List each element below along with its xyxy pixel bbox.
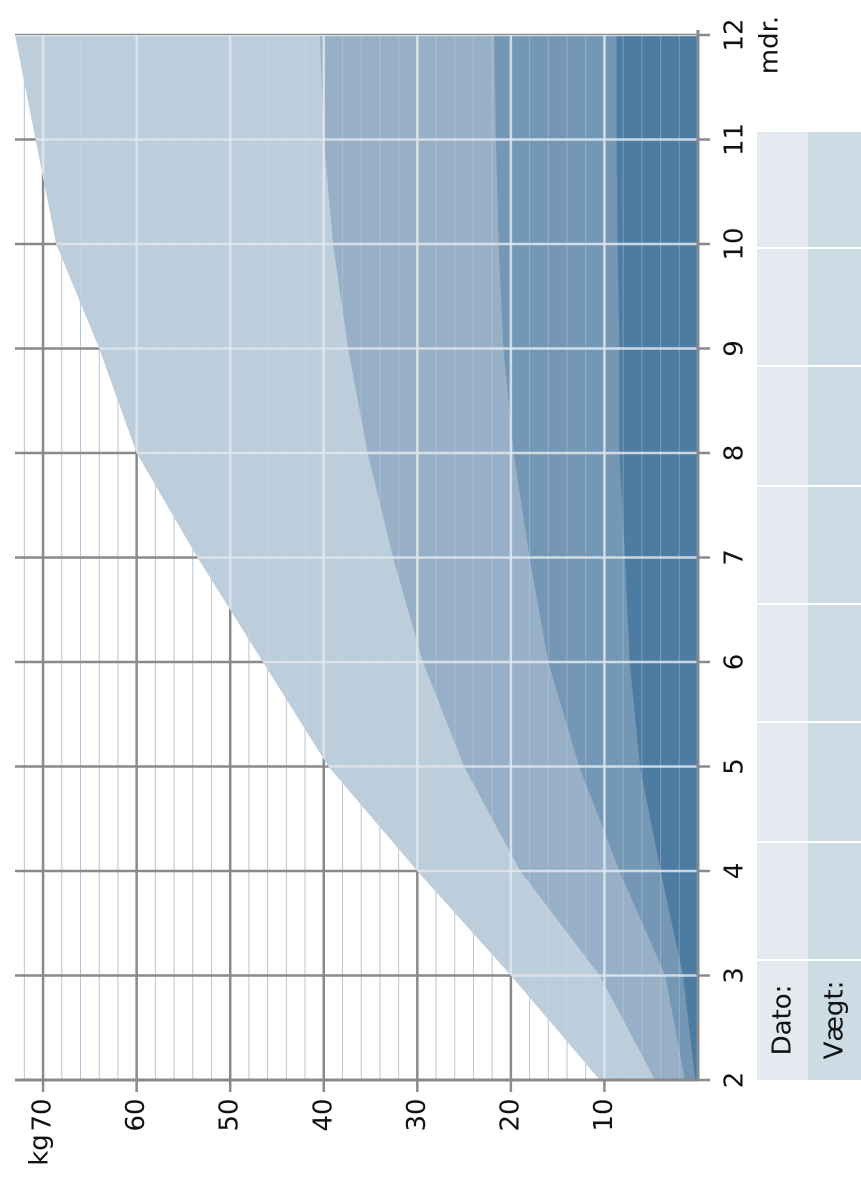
weight-column [808, 132, 861, 1080]
y-tick-label: 40 [308, 1098, 338, 1131]
x-tick-label: 7 [720, 549, 750, 566]
y-tick-label: 30 [402, 1098, 432, 1131]
date-label: Dato: [768, 985, 798, 1056]
y-tick-label: 20 [495, 1098, 525, 1131]
date-column [757, 132, 808, 1080]
y-tick-label: 60 [121, 1098, 151, 1131]
x-tick-label: 11 [720, 123, 750, 156]
y-tick-label: 10 [589, 1098, 619, 1131]
x-tick-label: 10 [720, 227, 750, 260]
x-tick-label: 4 [720, 863, 750, 880]
x-axis-label: mdr. [755, 16, 785, 74]
x-tick-label: 8 [720, 445, 750, 462]
x-tick-label: 2 [720, 1072, 750, 1089]
x-tick-label: 6 [720, 654, 750, 671]
weight-label: Vægt: [820, 981, 850, 1060]
y-tick-label: 70 [28, 1098, 58, 1131]
x-tick-label: 3 [720, 967, 750, 984]
y-tick-label: 50 [215, 1098, 245, 1131]
x-tick-label: 12 [720, 18, 750, 51]
form-table: Dato: Vægt: [757, 132, 861, 1080]
y-axis-label: kg [25, 1134, 55, 1166]
x-tick-label: 9 [720, 340, 750, 357]
x-tick-label: 5 [720, 758, 750, 775]
